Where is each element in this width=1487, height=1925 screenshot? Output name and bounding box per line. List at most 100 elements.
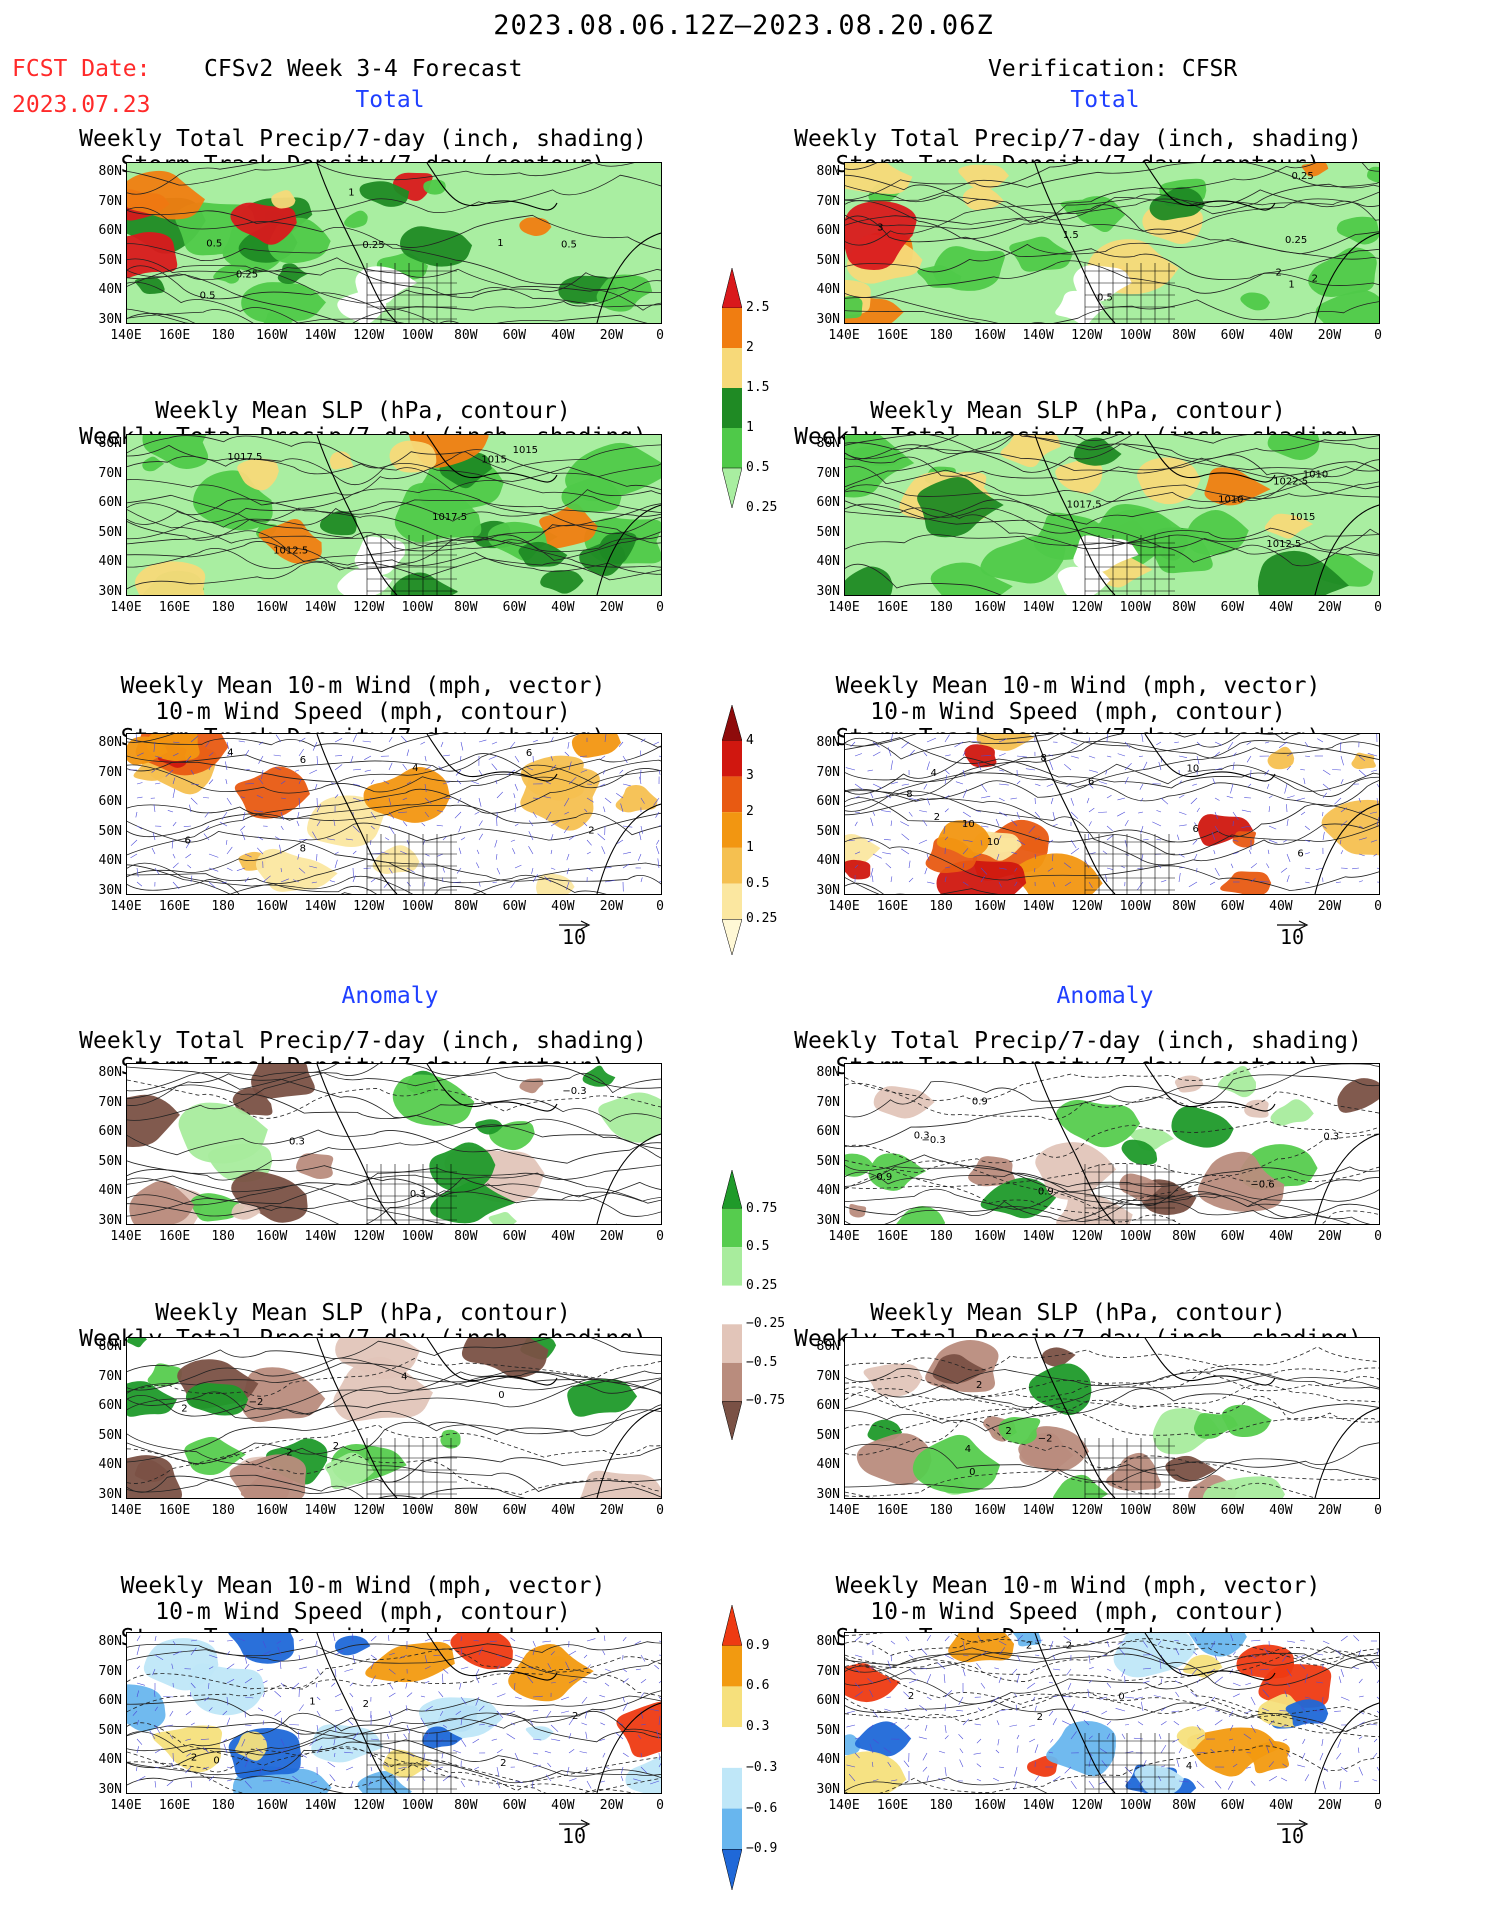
fc-wind-total-lat-label: 50N — [98, 823, 122, 839]
section-anomaly-verification: Anomaly — [1056, 983, 1154, 1009]
colorbar-precip_total-swatch — [722, 348, 742, 388]
fc-slp-total-lat-label: 40N — [98, 554, 122, 569]
ob-precip-storm-lon-label: 180 — [929, 328, 953, 343]
ob-precip-anom-contour-label: 0.3 — [914, 1130, 930, 1141]
ob-wind-total-contour-label: 10 — [1187, 763, 1200, 774]
colorbar-precip_anom-swatch — [722, 1170, 742, 1209]
colorbar-storm_anom-swatch — [722, 1686, 742, 1728]
colorbar-storm_anom-swatch — [722, 1767, 742, 1809]
fc-precip-storm-contour-label: 0.5 — [561, 239, 577, 250]
ob-wind-anom-contour-label: 2 — [1066, 1640, 1072, 1651]
ob-precip-storm-lat-label: 60N — [816, 223, 840, 238]
ob-wind-total-lon-label: 160W — [973, 899, 1006, 914]
ob-slp-total-lon-label: 180 — [929, 600, 953, 615]
colorbar-precip_total-swatch — [722, 467, 742, 509]
ob-wind-anom-lon-label: 120W — [1071, 1798, 1103, 1813]
fc-slp-total-lon-label: 60W — [502, 600, 527, 615]
ob-wind-total-lat-label: 80N — [816, 735, 840, 750]
colorbar-storm_anom-label: −0.6 — [746, 1800, 778, 1816]
colorbar-precip_total-label: 1 — [746, 420, 754, 435]
fc-slp-anom-lon-label: 160E — [158, 1503, 191, 1518]
fc-precip-anom-lat-label: 30N — [98, 1212, 122, 1228]
colorbar-storm_anom-swatch — [722, 1808, 742, 1850]
ob-slp-total-contour-label: 1022.5 — [1273, 476, 1308, 487]
ob-wind-total-lat-label: 70N — [816, 764, 840, 780]
ob-wind-total-contour-label: 10 — [962, 819, 975, 830]
fc-wind-anom-ref-label: 10 — [561, 1824, 587, 1848]
fc-slp-total-lon-label: 0 — [656, 600, 664, 615]
ob-wind-anom-lon-label: 60W — [1220, 1798, 1245, 1813]
ob-wind-anom-lat-label: 40N — [816, 1752, 840, 1767]
ob-slp-anom-contour-label: 2 — [976, 1380, 982, 1391]
ob-precip-anom-contour-label: −0.6 — [1250, 1180, 1274, 1191]
fc-wind-total-lon-label: 80W — [454, 899, 478, 914]
ob-wind-anom-ref-label: 10 — [1279, 1824, 1305, 1848]
ob-precip-anom-lon-label: 0 — [1374, 1229, 1382, 1244]
fc-precip-storm-lat-label: 70N — [98, 193, 122, 209]
ob-slp-total-lon-label: 60W — [1220, 600, 1245, 615]
ob-slp-anom-lon-label: 120W — [1071, 1503, 1103, 1518]
fc-slp-total-lon-label: 160W — [255, 600, 288, 615]
colorbar-storm_total-label: 0.5 — [746, 875, 770, 891]
ob-wind-total-lon-label: 60W — [1220, 899, 1245, 914]
ob-precip-storm-lon-label: 20W — [1317, 328, 1342, 343]
fc-wind-total-lon-label: 120W — [353, 899, 385, 914]
fc-slp-anom-lon-label: 160W — [255, 1503, 288, 1518]
ob-slp-anom-lon-label: 60W — [1220, 1503, 1245, 1518]
fc-precip-anom-lon-label: 140W — [304, 1229, 336, 1244]
ob-slp-total-lat-label: 30N — [816, 583, 840, 599]
colorbar-precip_anom-swatch — [722, 1247, 742, 1286]
fc-precip-anom-lon-label: 60W — [502, 1229, 527, 1244]
colorbar-precip_total-label: 2 — [746, 340, 754, 355]
fc-slp-anom-contour-label: 0 — [498, 1390, 504, 1401]
ob-precip-storm-lon-label: 140E — [828, 328, 860, 343]
ob-wind-total-lon-label: 120W — [1071, 899, 1103, 914]
ob-wind-total-contour-label: 8 — [1041, 753, 1047, 764]
fc-precip-anom-lon-label: 120W — [353, 1229, 385, 1244]
colorbar-storm_total-label: 2 — [746, 804, 754, 820]
ob-precip-storm-contour-label: 2 — [1276, 268, 1282, 279]
ob-wind-anom-lon-label: 100W — [1119, 1798, 1151, 1813]
ob-slp-anom-lat-label: 70N — [816, 1368, 840, 1384]
ob-slp-anom-contour-label: 2 — [1005, 1426, 1011, 1437]
ob-precip-storm-contour-label: 1 — [1288, 280, 1294, 291]
ob-precip-anom-lat-label: 50N — [816, 1153, 840, 1169]
ob-precip-storm-lon-label: 160W — [973, 328, 1006, 343]
fc-precip-anom-map: 0.3 0.3 −0.3 — [126, 1063, 662, 1225]
fc-precip-storm-lon-label: 120W — [353, 328, 385, 343]
ob-precip-anom-lon-label: 140E — [828, 1229, 860, 1244]
fc-wind-anom-lon-label: 160W — [255, 1798, 288, 1813]
ob-wind-anom-lon-label: 40W — [1269, 1798, 1293, 1813]
fc-wind-total-contour-label: 6 — [185, 836, 191, 847]
fc-slp-anom-map: 4 2 0 2 2 −2 — [126, 1337, 662, 1499]
ob-precip-storm-contour-label: 1.5 — [1063, 230, 1079, 241]
colorbar-storm_anom-swatch — [722, 1605, 742, 1646]
fc-wind-total-title-line-2: 10-m Wind Speed (mph, contour) — [155, 699, 571, 725]
ob-wind-total-title-line-2: 10-m Wind Speed (mph, contour) — [870, 699, 1286, 725]
colorbar-precip_anom-swatch — [722, 1285, 742, 1325]
fc-wind-total-lat-label: 80N — [98, 735, 122, 750]
fc-wind-total-contour-label: 6 — [300, 755, 306, 766]
fc-wind-anom-lon-label: 80W — [454, 1798, 478, 1813]
ob-precip-anom-lat-label: 80N — [816, 1065, 840, 1080]
ob-slp-total-lon-label: 120W — [1071, 600, 1103, 615]
fc-slp-anom-lon-label: 100W — [401, 1503, 433, 1518]
fc-wind-total-lat-label: 30N — [98, 882, 122, 898]
ob-wind-total-contour-label: 10 — [987, 837, 1000, 848]
ob-wind-total-title-line-1: Weekly Mean 10-m Wind (mph, vector) — [835, 673, 1321, 699]
ob-slp-total-lat-label: 80N — [816, 436, 840, 451]
ob-slp-total-lat-label: 70N — [816, 465, 840, 481]
ob-precip-storm-lon-label: 60W — [1220, 328, 1245, 343]
ob-slp-total-lon-label: 140E — [828, 600, 860, 615]
colorbar-precip_anom-label: −0.5 — [746, 1354, 778, 1370]
fc-precip-storm-lat-label: 50N — [98, 252, 122, 268]
fc-wind-total-lon-label: 20W — [599, 899, 624, 914]
ob-slp-total-lon-label: 0 — [1374, 600, 1382, 615]
ob-wind-anom-lat-label: 50N — [816, 1722, 840, 1738]
fc-wind-total-lon-label: 100W — [401, 899, 433, 914]
fc-precip-storm-contour-label: 0.25 — [236, 270, 258, 281]
ob-wind-anom-lat-label: 30N — [816, 1781, 840, 1797]
colorbar-storm_total-swatch — [722, 847, 742, 884]
fc-slp-anom-lat-label: 70N — [98, 1368, 122, 1384]
fc-wind-anom-lat-label: 70N — [98, 1663, 122, 1679]
